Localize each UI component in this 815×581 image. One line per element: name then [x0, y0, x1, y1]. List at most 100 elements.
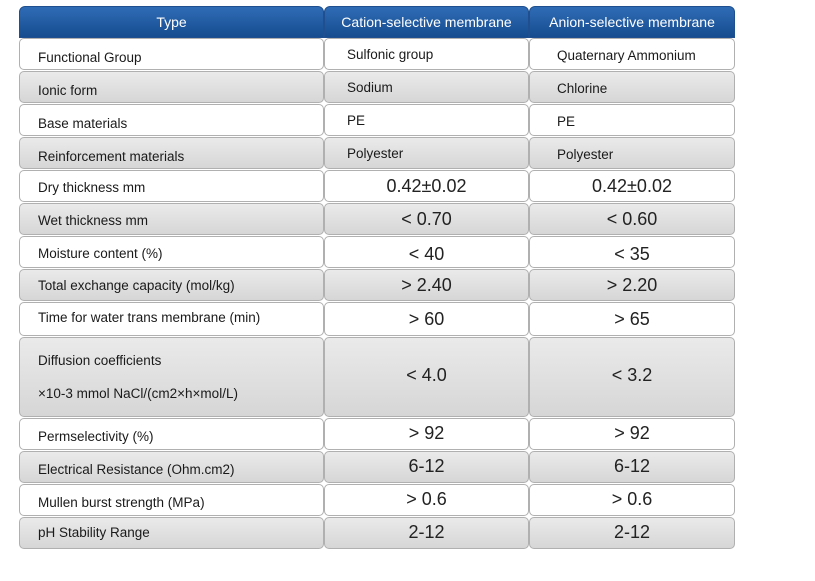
row-label: Reinforcement materials [38, 149, 185, 164]
row-label: pH Stability Range [38, 525, 150, 540]
anion-cell: PE [529, 104, 735, 136]
anion-cell: > 2.20 [529, 269, 735, 301]
cation-cell: PE [324, 104, 529, 136]
header-cation: Cation-selective membrane [324, 6, 529, 38]
table-row: Permselectivity (%) > 92 > 92 [19, 418, 735, 451]
table-row: Diffusion coefficients ×10-3 mmol NaCl/(… [19, 337, 735, 418]
anion-value: > 0.6 [611, 489, 653, 509]
row-label-cell: Time for water trans membrane (min) [19, 302, 324, 336]
cation-value: PE [347, 113, 366, 128]
anion-cell: < 35 [529, 236, 735, 268]
anion-cell: 2-12 [529, 517, 735, 549]
table-row: Mullen burst strength (MPa) > 0.6 > 0.6 [19, 484, 735, 517]
row-label: Electrical Resistance (Ohm.cm2) [38, 462, 235, 477]
row-label: Dry thickness mm [38, 180, 146, 195]
row-label-cell: Reinforcement materials [19, 137, 324, 169]
row-label-cell: Permselectivity (%) [19, 418, 324, 450]
row-label-cell: Ionic form [19, 71, 324, 103]
cation-value: < 4.0 [406, 365, 447, 385]
row-label-cell: Wet thickness mm [19, 203, 324, 235]
row-label: Total exchange capacity (mol/kg) [38, 278, 235, 293]
row-label: Base materials [38, 116, 128, 131]
row-label-cell: Dry thickness mm [19, 170, 324, 202]
cation-cell: Sulfonic group [324, 38, 529, 70]
cation-value: > 60 [408, 309, 445, 329]
anion-value: Quaternary Ammonium [557, 48, 696, 63]
cation-cell: < 40 [324, 236, 529, 268]
membrane-spec-table: Type Cation-selective membrane Anion-sel… [19, 6, 735, 550]
anion-cell: Chlorine [529, 71, 735, 103]
table-row: Ionic form Sodium Chlorine [19, 71, 735, 104]
cation-cell: > 92 [324, 418, 529, 450]
row-label-cell: Mullen burst strength (MPa) [19, 484, 324, 516]
cation-value: < 40 [408, 244, 445, 264]
anion-cell: < 3.2 [529, 337, 735, 417]
cation-cell: Polyester [324, 137, 529, 169]
anion-value: Chlorine [557, 81, 608, 96]
table-header-row: Type Cation-selective membrane Anion-sel… [19, 6, 735, 38]
anion-cell: < 0.60 [529, 203, 735, 235]
anion-cell: 0.42±0.02 [529, 170, 735, 202]
cation-value: > 92 [408, 423, 445, 443]
anion-cell: > 0.6 [529, 484, 735, 516]
row-label: Mullen burst strength (MPa) [38, 495, 205, 510]
cation-cell: 0.42±0.02 [324, 170, 529, 202]
row-label-cell: Functional Group [19, 38, 324, 70]
row-label-cell: Total exchange capacity (mol/kg) [19, 269, 324, 301]
anion-value: < 0.60 [606, 209, 658, 229]
row-label-cell: Moisture content (%) [19, 236, 324, 268]
table-row: Dry thickness mm 0.42±0.02 0.42±0.02 [19, 170, 735, 203]
anion-cell: Quaternary Ammonium [529, 38, 735, 70]
header-anion: Anion-selective membrane [529, 6, 735, 38]
row-label: Moisture content (%) [38, 246, 163, 261]
row-label: Time for water trans membrane (min) [38, 310, 261, 325]
table-row: Reinforcement materials Polyester Polyes… [19, 137, 735, 170]
table-row: Wet thickness mm < 0.70 < 0.60 [19, 203, 735, 236]
table-row: Functional Group Sulfonic group Quaterna… [19, 38, 735, 71]
cation-value: Polyester [347, 146, 404, 161]
row-label: Functional Group [38, 50, 142, 65]
row-label: Ionic form [38, 83, 98, 98]
cation-cell: 6-12 [324, 451, 529, 483]
cation-value: Sodium [347, 80, 393, 95]
anion-value: < 35 [614, 244, 650, 264]
anion-cell: > 92 [529, 418, 735, 450]
anion-cell: Polyester [529, 137, 735, 169]
cation-cell: 2-12 [324, 517, 529, 549]
cation-value: > 0.6 [406, 489, 447, 509]
cation-value: > 2.40 [401, 275, 452, 295]
cation-cell: < 4.0 [324, 337, 529, 417]
anion-value: > 92 [614, 423, 650, 443]
anion-value: > 65 [614, 309, 650, 329]
table-row: Time for water trans membrane (min) > 60… [19, 302, 735, 337]
anion-value: < 3.2 [611, 365, 653, 385]
cation-cell: < 0.70 [324, 203, 529, 235]
anion-cell: 6-12 [529, 451, 735, 483]
anion-value: 0.42±0.02 [592, 176, 672, 196]
cation-cell: > 0.6 [324, 484, 529, 516]
row-label: Permselectivity (%) [38, 429, 154, 444]
row-label-unit: ×10-3 mmol NaCl/(cm2×h×mol/L) [38, 386, 238, 401]
anion-value: > 2.20 [606, 275, 658, 295]
anion-value: PE [557, 114, 576, 129]
header-type: Type [19, 6, 324, 38]
cation-value: 6-12 [408, 456, 445, 476]
cation-value: Sulfonic group [347, 47, 434, 62]
table-row: Base materials PE PE [19, 104, 735, 137]
anion-value: 2-12 [613, 522, 651, 542]
row-label-cell: Diffusion coefficients ×10-3 mmol NaCl/(… [19, 337, 324, 417]
row-label-cell: Base materials [19, 104, 324, 136]
row-label-cell: Electrical Resistance (Ohm.cm2) [19, 451, 324, 483]
row-label: Wet thickness mm [38, 213, 149, 228]
cation-cell: Sodium [324, 71, 529, 103]
cation-cell: > 2.40 [324, 269, 529, 301]
anion-value: 6-12 [613, 456, 651, 476]
row-label-cell: pH Stability Range [19, 517, 324, 549]
cation-value: 2-12 [408, 522, 445, 542]
anion-value: Polyester [557, 147, 614, 162]
cation-value: 0.42±0.02 [386, 176, 467, 196]
cation-cell: > 60 [324, 302, 529, 336]
cation-value: < 0.70 [401, 209, 452, 229]
table-row: Moisture content (%) < 40 < 35 [19, 236, 735, 269]
table-row: Total exchange capacity (mol/kg) > 2.40 … [19, 269, 735, 302]
